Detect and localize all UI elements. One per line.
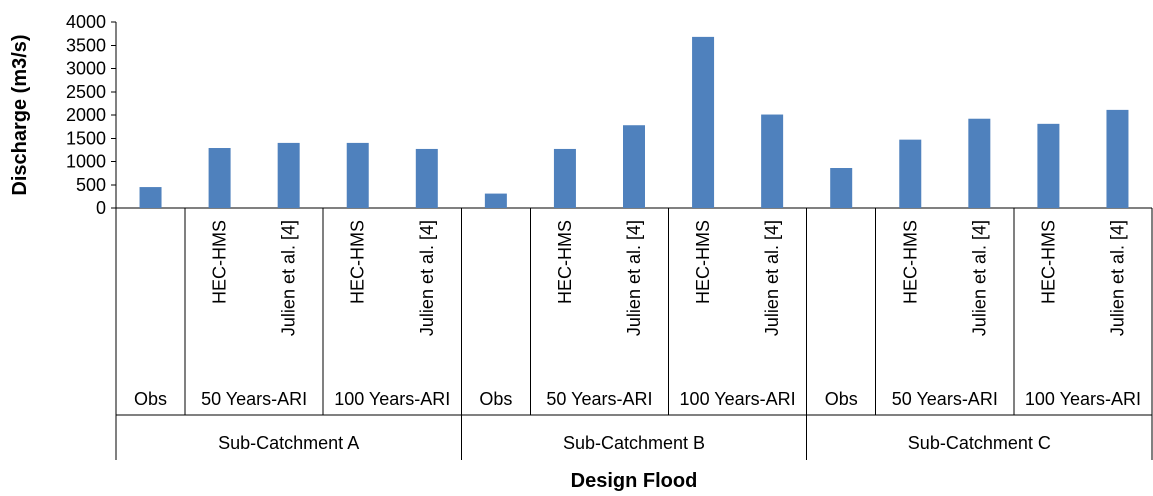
y-tick-label: 3500 <box>66 35 106 55</box>
bar-label: Julien et al. [4] <box>624 220 644 336</box>
bar <box>623 125 645 208</box>
subgroup-label: Obs <box>825 389 858 409</box>
group-label: Sub-Catchment B <box>563 433 705 453</box>
bar-label: HEC-HMS <box>555 220 575 304</box>
bar <box>277 142 300 208</box>
y-tick-label: 2000 <box>66 105 106 125</box>
bar-label: HEC-HMS <box>210 220 230 304</box>
bar-label: Julien et al. [4] <box>1107 220 1127 336</box>
bar-label: Julien et al. [4] <box>762 220 782 336</box>
bar <box>139 187 162 208</box>
group-label: Sub-Catchment C <box>908 433 1051 453</box>
x-axis-title: Design Flood <box>571 470 698 492</box>
bar-label: HEC-HMS <box>1038 220 1058 304</box>
bar <box>346 142 369 208</box>
bar <box>553 148 576 208</box>
subgroup-label: Obs <box>134 389 167 409</box>
subgroup-label: 100 Years-ARI <box>334 389 450 409</box>
subgroup-label: 50 Years-ARI <box>546 389 652 409</box>
bar <box>968 118 991 208</box>
bar <box>484 193 507 208</box>
bar <box>830 168 853 208</box>
bar-label: Julien et al. [4] <box>969 220 989 336</box>
group-label: Sub-Catchment A <box>218 433 359 453</box>
y-axis-title: Discharge (m3/s) <box>9 34 31 195</box>
bar <box>761 114 784 208</box>
bar-label: Julien et al. [4] <box>279 220 299 336</box>
y-tick-label: 500 <box>76 175 106 195</box>
subgroup-label: 50 Years-ARI <box>892 389 998 409</box>
bar <box>1106 109 1129 208</box>
bar <box>1037 123 1060 208</box>
bar-label: Julien et al. [4] <box>417 220 437 336</box>
bar <box>208 148 231 208</box>
plot-area: 0 500 1000 1500 2000 2500 3000 3500 4000 HEC-HMS J… <box>66 12 1153 460</box>
subgroup-label: 50 Years-ARI <box>201 389 307 409</box>
subgroup-label: Obs <box>479 389 512 409</box>
bar <box>415 148 438 208</box>
subgroup-label: 100 Years-ARI <box>680 389 796 409</box>
y-tick-label: 0 <box>96 198 106 218</box>
bar <box>692 36 715 208</box>
y-tick-label: 1500 <box>66 128 106 148</box>
bar <box>899 139 922 208</box>
y-tick-label: 3000 <box>66 59 106 79</box>
subgroup-label: 100 Years-ARI <box>1025 389 1141 409</box>
bar-label: HEC-HMS <box>693 220 713 304</box>
y-tick-label: 2500 <box>66 82 106 102</box>
bar-label: HEC-HMS <box>348 220 368 304</box>
y-tick-label: 1000 <box>66 152 106 172</box>
bar-label: HEC-HMS <box>900 220 920 304</box>
y-tick-label: 4000 <box>66 12 106 32</box>
